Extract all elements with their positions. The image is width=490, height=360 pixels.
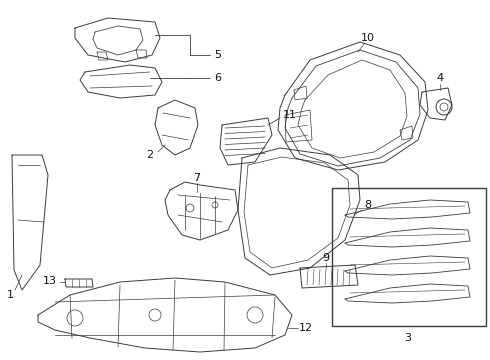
Text: 3: 3 [405, 333, 412, 343]
Text: 13: 13 [43, 276, 57, 286]
Text: 5: 5 [215, 50, 221, 60]
Bar [332, 188, 486, 326]
Text: 2: 2 [147, 150, 153, 160]
Text: 7: 7 [194, 173, 200, 183]
Text: 11: 11 [283, 110, 297, 120]
Text: 12: 12 [299, 323, 313, 333]
Text: 4: 4 [437, 73, 443, 83]
Text: 6: 6 [215, 73, 221, 83]
Text: 9: 9 [322, 253, 330, 263]
Text: 1: 1 [6, 290, 14, 300]
Text: 8: 8 [365, 200, 371, 210]
Text: 10: 10 [361, 33, 375, 43]
